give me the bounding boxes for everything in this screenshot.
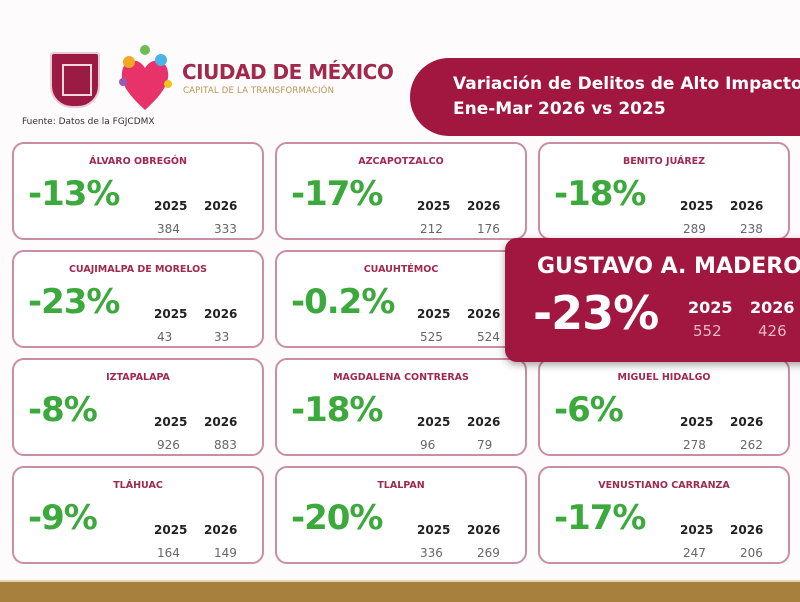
- value-2025: 336: [420, 546, 443, 560]
- year-2025-label: 2025: [154, 307, 188, 321]
- value-2025: 247: [683, 546, 706, 560]
- alcaldia-name: IZTAPALAPA: [106, 372, 170, 383]
- title-line-2: Ene-Mar 2026 vs 2025: [453, 99, 666, 119]
- alcaldia-name: TLÁHUAC: [113, 480, 163, 491]
- highlight-value-2025: 552: [693, 322, 722, 340]
- highlight-name: GUSTAVO A. MADERO: [537, 254, 800, 279]
- year-2025-label: 2025: [417, 199, 451, 213]
- year-2025-label: 2025: [680, 523, 714, 537]
- alcaldia-card: AZCAPOTZALCO -17% 2025 2026 212 176: [275, 142, 527, 240]
- alcaldia-name: BENITO JUÁREZ: [622, 156, 706, 167]
- change-percent: -23%: [28, 282, 120, 322]
- alcaldia-card: BENITO JUÁREZ -18% 2025 2026 289 238: [538, 142, 790, 240]
- alcaldia-card: CUAJIMALPA DE MORELOS -23% 2025 2026 43 33: [12, 250, 264, 348]
- change-percent: -17%: [291, 174, 383, 214]
- value-2025: 278: [683, 438, 706, 452]
- heart-emblem-logo: [119, 45, 172, 110]
- alcaldia-name: MAGDALENA CONTRERAS: [333, 372, 469, 383]
- page-title: Variación de Delitos de Alto Impacto Ene…: [453, 72, 800, 122]
- year-2025-label: 2025: [154, 415, 188, 429]
- alcaldia-name: CUAJIMALPA DE MORELOS: [68, 264, 208, 275]
- value-2026: 333: [214, 222, 237, 236]
- change-percent: -18%: [554, 174, 646, 214]
- highlight-value-2026: 426: [758, 322, 787, 340]
- year-2025-label: 2025: [680, 415, 714, 429]
- year-2025-label: 2025: [417, 307, 451, 321]
- highlight-change: -23%: [533, 286, 659, 340]
- alcaldia-name: AZCAPOTZALCO: [358, 156, 444, 167]
- year-2025-label: 2025: [154, 523, 188, 537]
- value-2025: 164: [157, 546, 180, 560]
- highlight-card: GUSTAVO A. MADERO -23% 2025 2026 552 426: [505, 238, 800, 362]
- year-2026-label: 2026: [467, 307, 501, 321]
- alcaldia-name: MIGUEL HIDALGO: [617, 372, 711, 383]
- value-2025: 384: [157, 222, 180, 236]
- alcaldia-name: VENUSTIANO CARRANZA: [598, 480, 730, 491]
- cdmx-shield-logo: [50, 52, 100, 108]
- year-2025-label: 2025: [680, 199, 714, 213]
- value-2025: 926: [157, 438, 180, 452]
- value-2026: 524: [477, 330, 500, 344]
- year-2026-label: 2026: [204, 523, 238, 537]
- change-percent: -9%: [28, 498, 98, 538]
- source-note: Fuente: Datos de la FGJCDMX: [22, 117, 155, 127]
- year-2026-label: 2026: [467, 415, 501, 429]
- value-2026: 262: [740, 438, 763, 452]
- value-2025: 289: [683, 222, 706, 236]
- alcaldia-card: MIGUEL HIDALGO -6% 2025 2026 278 262: [538, 358, 790, 456]
- alcaldia-name: ÁLVARO OBREGÓN: [89, 156, 187, 167]
- value-2026: 79: [477, 438, 493, 452]
- value-2026: 238: [740, 222, 763, 236]
- brand-subtitle: CAPITAL DE LA TRANSFORMACIÓN: [183, 86, 335, 96]
- change-percent: -8%: [28, 390, 98, 430]
- year-2026-label: 2026: [204, 199, 238, 213]
- change-percent: -13%: [28, 174, 120, 214]
- year-2025-label: 2025: [417, 523, 451, 537]
- alcaldia-card: IZTAPALAPA -8% 2025 2026 926 883: [12, 358, 264, 456]
- year-2026-label: 2026: [204, 307, 238, 321]
- year-2026-label: 2026: [204, 415, 238, 429]
- title-line-1: Variación de Delitos de Alto Impacto: [453, 74, 800, 94]
- alcaldia-card: TLÁHUAC -9% 2025 2026 164 149: [12, 466, 264, 564]
- alcaldia-name: CUAUHTÉMOC: [363, 264, 439, 275]
- alcaldia-name: TLALPAN: [377, 480, 425, 491]
- change-percent: -18%: [291, 390, 383, 430]
- year-2026-label: 2026: [730, 199, 764, 213]
- title-banner: [410, 58, 800, 136]
- year-2025-label: 2025: [417, 415, 451, 429]
- change-percent: -20%: [291, 498, 383, 538]
- value-2026: 206: [740, 546, 763, 560]
- change-percent: -6%: [554, 390, 624, 430]
- value-2026: 269: [477, 546, 500, 560]
- footer-bar: [0, 580, 800, 602]
- brand-name: CIUDAD DE MÉXICO: [182, 60, 394, 84]
- highlight-year-2025: 2025: [688, 298, 733, 317]
- year-2025-label: 2025: [154, 199, 188, 213]
- value-2026: 883: [214, 438, 237, 452]
- year-2026-label: 2026: [730, 415, 764, 429]
- value-2026: 149: [214, 546, 237, 560]
- year-2026-label: 2026: [467, 199, 501, 213]
- value-2025: 525: [420, 330, 443, 344]
- year-2026-label: 2026: [730, 523, 764, 537]
- value-2026: 176: [477, 222, 500, 236]
- value-2025: 212: [420, 222, 443, 236]
- alcaldia-card: VENUSTIANO CARRANZA -17% 2025 2026 247 206: [538, 466, 790, 564]
- alcaldia-card: ÁLVARO OBREGÓN -13% 2025 2026 384 333: [12, 142, 264, 240]
- year-2026-label: 2026: [467, 523, 501, 537]
- alcaldia-card: TLALPAN -20% 2025 2026 336 269: [275, 466, 527, 564]
- alcaldia-card: CUAUHTÉMOC -0.2% 2025 2026 525 524: [275, 250, 527, 348]
- value-2025: 96: [420, 438, 436, 452]
- change-percent: -17%: [554, 498, 646, 538]
- value-2025: 43: [157, 330, 173, 344]
- highlight-year-2026: 2026: [750, 298, 795, 317]
- alcaldia-card: MAGDALENA CONTRERAS -18% 2025 2026 96 79: [275, 358, 527, 456]
- change-percent: -0.2%: [291, 282, 395, 322]
- value-2026: 33: [214, 330, 230, 344]
